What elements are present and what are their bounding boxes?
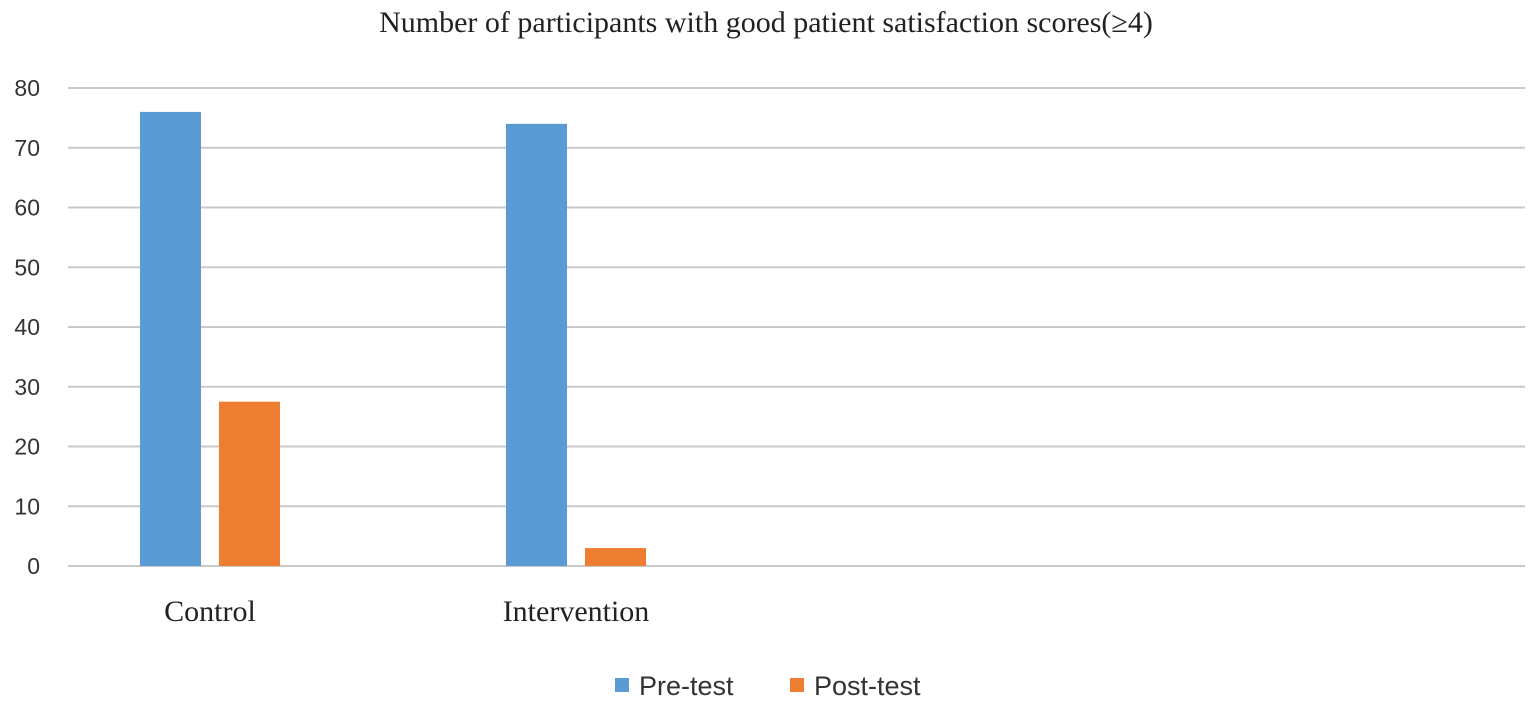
y-tick-label-40: 40 <box>14 314 40 340</box>
y-tick-label-0: 0 <box>27 553 40 579</box>
y-tick-label-20: 20 <box>14 434 40 460</box>
legend: Pre-test Post-test <box>615 671 921 701</box>
bars <box>140 111 646 567</box>
gridlines <box>68 87 1525 567</box>
category-label-intervention: Intervention <box>503 595 650 628</box>
chart-title: Number of participants with good patient… <box>379 6 1153 39</box>
y-tick-label-60: 60 <box>14 195 40 221</box>
legend-label-post-test: Post-test <box>814 671 921 701</box>
bar-intervention-post-test <box>585 548 646 566</box>
y-tick-label-30: 30 <box>14 374 40 400</box>
legend-label-pre-test: Pre-test <box>639 671 734 701</box>
y-axis-tick-labels: 0 10 20 30 40 50 60 70 80 <box>14 75 40 579</box>
category-labels: Control Intervention <box>164 595 649 628</box>
y-tick-label-10: 10 <box>14 493 40 519</box>
legend-swatch-post-test <box>790 678 804 692</box>
y-tick-label-70: 70 <box>14 135 40 161</box>
bar-control-pre-test <box>140 111 201 567</box>
y-tick-label-50: 50 <box>14 254 40 280</box>
y-tick-label-80: 80 <box>14 75 40 101</box>
bar-intervention-pre-test <box>506 123 567 566</box>
bar-control-post-test <box>219 401 280 566</box>
category-label-control: Control <box>164 595 256 628</box>
legend-swatch-pre-test <box>615 678 629 692</box>
